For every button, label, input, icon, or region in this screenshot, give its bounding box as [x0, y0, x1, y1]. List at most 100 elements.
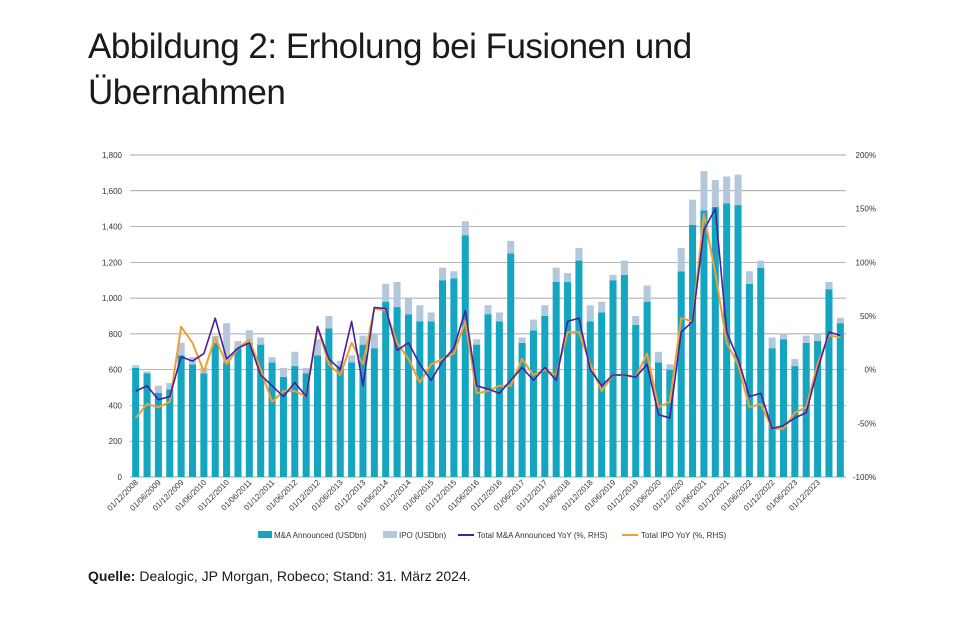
- bar-ma: [166, 389, 174, 477]
- bar-ma: [745, 283, 753, 477]
- bar-ipo: [359, 335, 367, 345]
- bar-ma: [734, 205, 742, 478]
- bar-ma: [132, 367, 140, 477]
- bar-ma: [257, 344, 265, 477]
- bar-ipo: [552, 267, 560, 283]
- bar-ma: [416, 321, 424, 477]
- bar-ma: [473, 344, 481, 477]
- bar-ipo: [564, 273, 572, 283]
- y-tick-label-right: -50%: [857, 419, 876, 428]
- bar-ipo: [779, 333, 788, 340]
- bar-ma: [234, 348, 242, 477]
- bar-ma: [291, 366, 299, 477]
- bar-ma: [348, 362, 356, 477]
- bar-ipo: [825, 282, 833, 290]
- y-tick-label-left: 0: [118, 473, 123, 482]
- bar-ipo: [518, 337, 526, 343]
- y-tick-label-right: -100%: [853, 473, 876, 482]
- bar-ipo: [507, 240, 515, 254]
- bar-ipo: [132, 365, 140, 368]
- bar-ipo: [598, 301, 606, 313]
- bar-ma: [211, 342, 219, 477]
- bar-ipo: [154, 385, 162, 393]
- bar-ma: [529, 330, 537, 477]
- bar-ipo: [745, 271, 753, 284]
- bar-ipo: [302, 367, 310, 374]
- bar-ipo: [336, 360, 344, 367]
- y-tick-label-left: 200: [109, 437, 123, 446]
- bar-ipo: [700, 171, 708, 211]
- legend-swatch: [258, 531, 272, 538]
- y-tick-label-left: 1,000: [102, 294, 123, 303]
- bar-ma: [427, 321, 435, 477]
- bar-ma: [575, 260, 583, 477]
- y-tick-label-right: 0%: [864, 366, 876, 375]
- bar-ipo: [177, 342, 185, 356]
- y-tick-label-left: 1,400: [102, 223, 123, 232]
- y-tick-label-left: 400: [109, 401, 123, 410]
- bar-ipo: [632, 316, 640, 325]
- source-label: Quelle:: [88, 568, 136, 584]
- bar-ma: [689, 224, 697, 477]
- bar-ma: [700, 210, 708, 477]
- y-tick-label-left: 600: [109, 366, 123, 375]
- bar-ma: [439, 280, 447, 477]
- bar-ma: [382, 301, 390, 477]
- legend-label: Total IPO YoY (%, RHS): [641, 531, 727, 540]
- bar-ma: [188, 364, 197, 477]
- line-ma-yoy: [135, 207, 841, 430]
- bar-ma: [302, 373, 310, 477]
- y-tick-label-right: 100%: [856, 258, 876, 267]
- bar-ipo: [654, 351, 662, 363]
- bar-ma: [541, 316, 549, 477]
- bar-ipo: [666, 364, 674, 370]
- bar-ipo: [723, 176, 731, 204]
- bar-ipo: [370, 333, 378, 349]
- y-tick-label-left: 800: [109, 330, 123, 339]
- bar-ma: [279, 376, 287, 477]
- bar-ipo: [791, 358, 799, 367]
- bar-ipo: [541, 305, 549, 316]
- bar-ma: [814, 341, 822, 477]
- bar-ipo: [416, 305, 424, 322]
- bar-ipo: [245, 330, 253, 343]
- bar-ma: [632, 324, 640, 477]
- legend-swatch: [383, 531, 397, 538]
- bar-ma: [518, 342, 526, 477]
- bar-ma: [654, 362, 662, 477]
- legend-label: IPO (USDbn): [399, 531, 446, 540]
- bar-ipo: [643, 285, 651, 302]
- bar-ma: [643, 301, 651, 477]
- bar-ipo: [450, 271, 458, 279]
- bar-ipo: [836, 317, 844, 324]
- bar-ipo: [575, 248, 583, 261]
- page-title: Abbildung 2: Erholung bei Fusionen und Ü…: [88, 24, 808, 116]
- bar-ipo: [257, 337, 265, 345]
- y-tick-label-left: 1,200: [102, 258, 123, 267]
- bar-ipo: [768, 337, 776, 349]
- bar-ipo: [166, 383, 174, 390]
- bar-ipo: [325, 316, 333, 329]
- bar-ipo: [404, 298, 412, 315]
- bar-ma: [177, 355, 185, 477]
- bar-ipo: [234, 341, 242, 349]
- legend-label: M&A Announced (USDbn): [274, 531, 367, 540]
- bar-ipo: [802, 335, 810, 343]
- legend-label: Total M&A Announced YoY (%, RHS): [477, 531, 608, 540]
- y-tick-label-right: 150%: [856, 205, 876, 214]
- bar-ma: [507, 253, 515, 477]
- bar-ma: [450, 278, 458, 477]
- bar-ma: [154, 392, 162, 477]
- bar-ma: [768, 348, 776, 477]
- title-line-1: Abbildung 2: Erholung bei Fusionen und: [88, 27, 692, 66]
- bar-ma: [404, 314, 412, 477]
- y-tick-label-left: 1,600: [102, 187, 123, 196]
- bar-ma: [609, 280, 617, 477]
- bar-ipo: [609, 274, 617, 281]
- bar-ipo: [461, 221, 469, 236]
- bar-ma: [779, 339, 788, 477]
- bar-ipo: [223, 323, 231, 363]
- bar-ipo: [734, 174, 742, 206]
- source-text: Dealogic, JP Morgan, Robeco; Stand: 31. …: [139, 568, 471, 584]
